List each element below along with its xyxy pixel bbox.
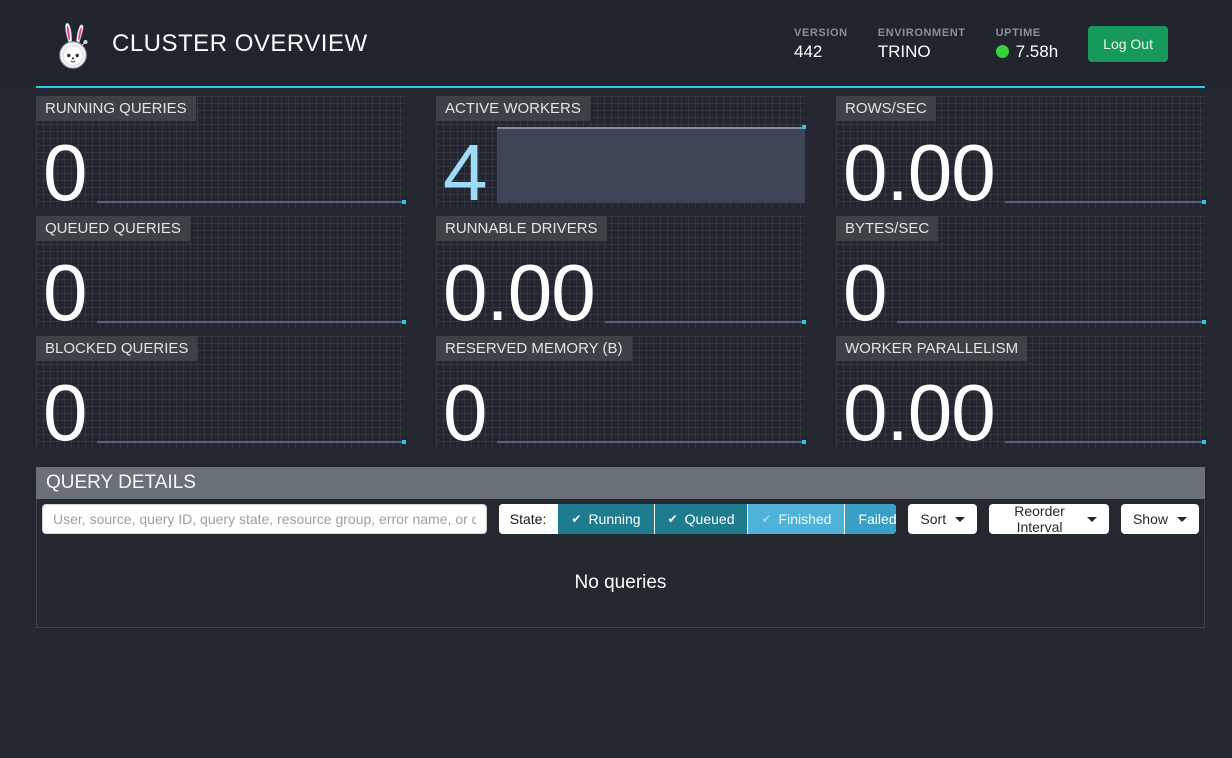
stat-card-worker-parallelism: WORKER PARALLELISM 0.00 [836, 336, 1207, 458]
page-title: CLUSTER OVERVIEW [112, 30, 368, 57]
query-search-input[interactable] [42, 504, 487, 534]
stat-card-bytes-sec: BYTES/SEC 0 [836, 216, 1206, 338]
query-toolbar: State: ✔ Running ✔ Queued ✔ Finished Fai… [37, 499, 1204, 539]
stat-value: 0 [843, 248, 887, 338]
version-label: VERSION [794, 26, 848, 39]
stat-card-blocked-queries: BLOCKED QUERIES 0 [36, 336, 406, 458]
sparkline-chart [1004, 121, 1207, 208]
version-stat: VERSION 442 [794, 27, 848, 62]
stat-label: BYTES/SEC [836, 216, 939, 241]
stat-label: WORKER PARALLELISM [836, 336, 1028, 361]
stat-label: ROWS/SEC [836, 96, 936, 121]
environment-stat: ENVIRONMENT TRINO [878, 27, 966, 62]
version-value: 442 [794, 41, 823, 61]
sparkline-chart [1004, 361, 1207, 448]
query-details-panel: QUERY DETAILS State: ✔ Running ✔ Queued … [36, 467, 1205, 628]
uptime-value: 7.58h [1015, 41, 1059, 61]
stat-label: RUNNING QUERIES [36, 96, 196, 121]
check-icon: ✔ [571, 512, 582, 526]
stat-value: 0.00 [443, 248, 596, 338]
sparkline-chart [496, 361, 806, 448]
show-dropdown[interactable]: Show [1120, 504, 1199, 534]
state-filter-running-button[interactable]: ✔ Running [557, 504, 654, 534]
state-filter-label: State: [498, 504, 558, 534]
sparkline-chart [496, 121, 806, 208]
stat-value: 0 [43, 368, 87, 458]
environment-label: ENVIRONMENT [877, 26, 966, 39]
stat-card-running-queries: RUNNING QUERIES 0 [36, 96, 406, 218]
no-queries-message: No queries [574, 572, 667, 593]
header-status-area: VERSION 442 ENVIRONMENT TRINO UPTIME 7.5… [794, 26, 1232, 62]
stat-value: 4 [443, 128, 487, 218]
sparkline-chart [96, 241, 406, 328]
sparkline-chart [96, 361, 406, 448]
toolbar-right-group: Sort Reorder Interval Show [908, 503, 1199, 535]
stats-grid: RUNNING QUERIES 0 ACTIVE WORKERS 4 ROWS/… [36, 96, 1207, 458]
stat-value: 0 [443, 368, 487, 458]
check-icon: ✔ [761, 512, 772, 526]
cluster-status-dot-icon [995, 45, 1009, 58]
stat-label: RUNNABLE DRIVERS [436, 216, 607, 241]
stat-card-active-workers: ACTIVE WORKERS 4 [436, 96, 806, 218]
trino-bunny-logo-icon [59, 22, 88, 69]
stat-value: 0 [43, 248, 87, 338]
sparkline-chart [604, 241, 807, 328]
stat-label: ACTIVE WORKERS [436, 96, 590, 121]
state-filter-group: State: ✔ Running ✔ Queued ✔ Finished Fai… [498, 504, 897, 534]
query-list-empty-state: No queries [37, 539, 1204, 627]
stat-card-reserved-memory: RESERVED MEMORY (B) 0 [436, 336, 806, 458]
stat-card-queued-queries: QUEUED QUERIES 0 [36, 216, 406, 338]
query-details-title: QUERY DETAILS [46, 472, 196, 493]
state-filter-failed-dropdown[interactable]: Failed [844, 504, 897, 534]
uptime-label: UPTIME [995, 26, 1041, 39]
stat-label: BLOCKED QUERIES [36, 336, 198, 361]
stat-card-runnable-drivers: RUNNABLE DRIVERS 0.00 [436, 216, 807, 338]
caret-down-icon [955, 516, 966, 522]
uptime-stat: UPTIME 7.58h [995, 26, 1059, 62]
stat-value: 0 [43, 128, 87, 218]
state-filter-queued-button[interactable]: ✔ Queued [653, 504, 748, 534]
header-accent-line [36, 86, 1205, 88]
stat-value: 0.00 [843, 368, 996, 458]
query-details-header: QUERY DETAILS [36, 467, 1205, 499]
reorder-interval-dropdown[interactable]: Reorder Interval [989, 503, 1109, 535]
caret-down-icon [1086, 516, 1097, 522]
state-filter-finished-button[interactable]: ✔ Finished [747, 504, 845, 534]
stat-label: QUEUED QUERIES [36, 216, 190, 241]
sparkline-chart [96, 121, 406, 208]
sort-dropdown[interactable]: Sort [908, 504, 978, 534]
stat-card-rows-sec: ROWS/SEC 0.00 [836, 96, 1207, 218]
stat-value: 0.00 [843, 128, 996, 218]
header: CLUSTER OVERVIEW VERSION 442 ENVIRONMENT… [0, 0, 1232, 88]
logout-button[interactable]: Log Out [1088, 26, 1168, 62]
environment-value: TRINO [877, 41, 931, 61]
caret-down-icon [1177, 516, 1187, 522]
sparkline-chart [896, 241, 1206, 328]
check-icon: ✔ [667, 512, 678, 526]
stat-label: RESERVED MEMORY (B) [436, 336, 632, 361]
uptime-value-row: 7.58h [995, 41, 1059, 62]
